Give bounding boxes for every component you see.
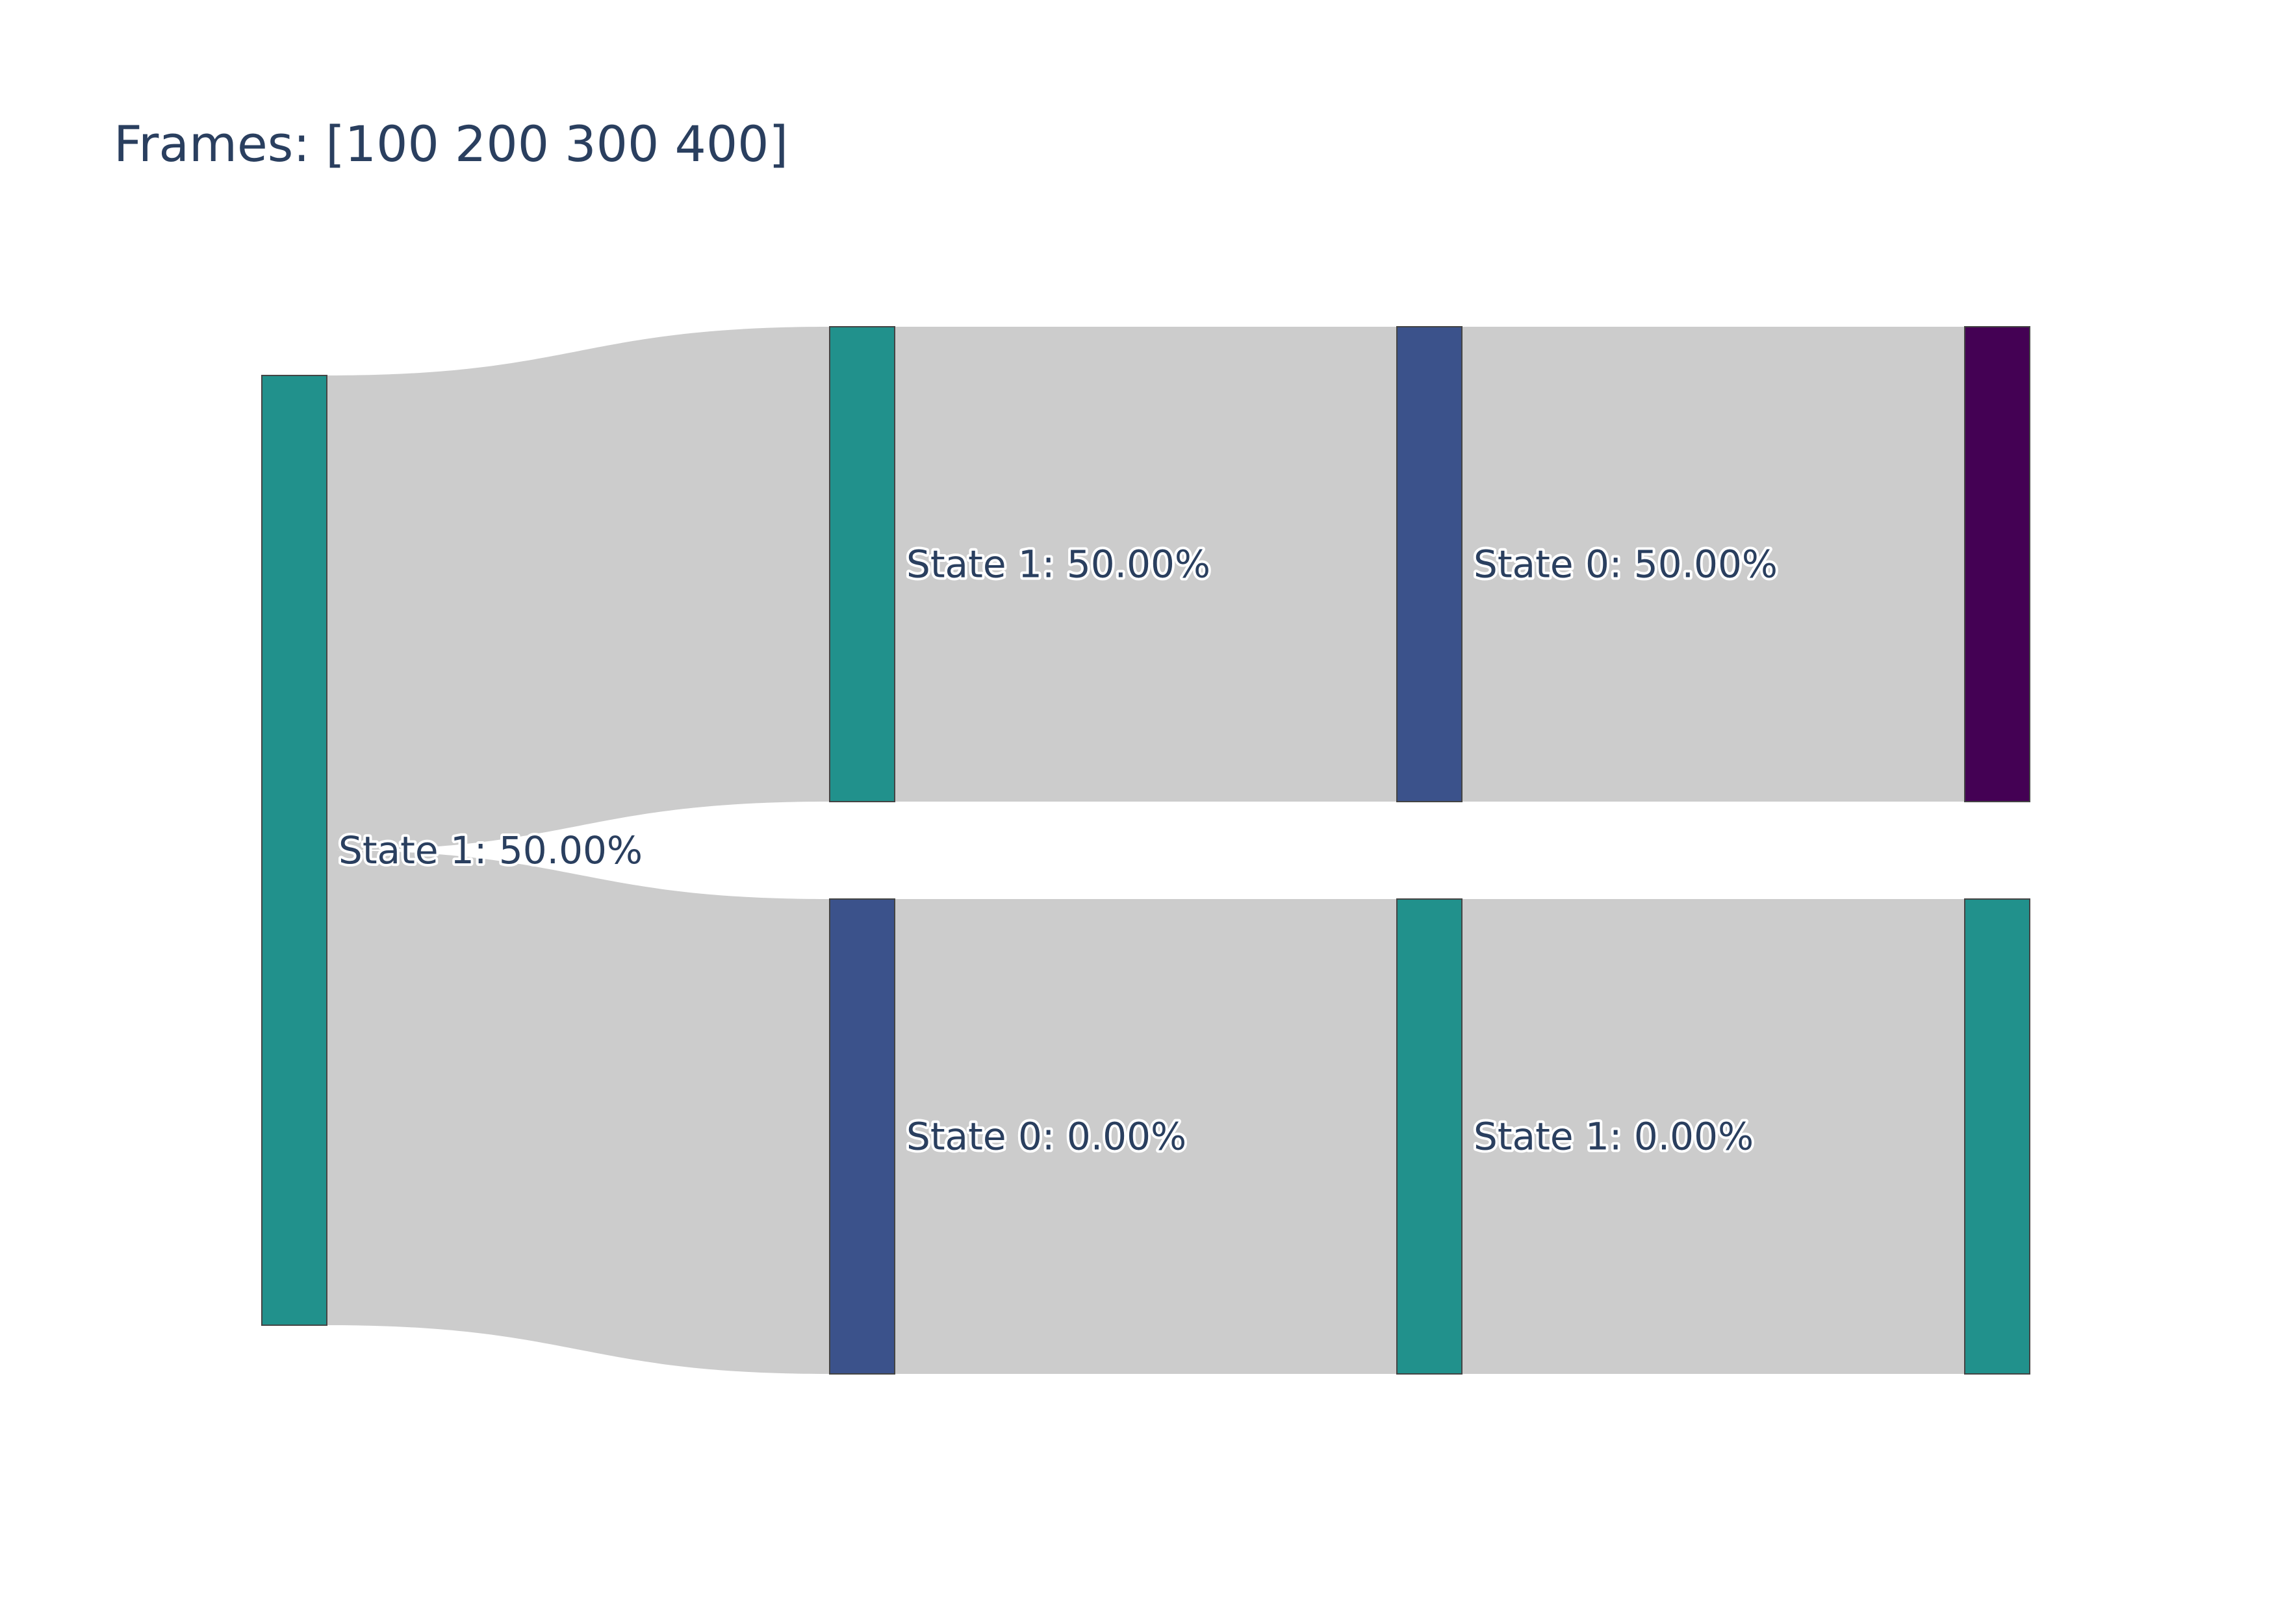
sankey-link xyxy=(327,327,830,850)
chart-title: Frames: [100 200 300 400] xyxy=(114,115,788,173)
links-layer xyxy=(327,327,1965,1374)
sankey-node xyxy=(829,898,895,1375)
node-label: State 0: 50.00% xyxy=(1474,542,1778,587)
sankey-node xyxy=(261,375,327,1326)
nodes-layer xyxy=(261,326,2030,1375)
sankey-link xyxy=(327,850,830,1374)
labels-layer: State 1: 50.00% State 1: 50.00% State 0: 0… xyxy=(336,540,1780,1161)
node-label: State 0: 0.00% xyxy=(906,1115,1186,1159)
sankey-link xyxy=(1462,327,1965,802)
sankey-node xyxy=(1396,898,1463,1375)
sankey-link xyxy=(895,327,1397,802)
node-label: State 1: 50.00% xyxy=(906,542,1210,587)
sankey-link xyxy=(1462,899,1965,1374)
sankey-node xyxy=(1964,898,2030,1375)
node-label: State 1: 50.00% xyxy=(339,828,643,872)
sankey-node xyxy=(1396,326,1463,802)
node-label: State 1: 0.00% xyxy=(1474,1115,1754,1159)
sankey-node xyxy=(829,326,895,802)
sankey-node xyxy=(1964,326,2030,802)
sankey-link xyxy=(895,899,1397,1374)
